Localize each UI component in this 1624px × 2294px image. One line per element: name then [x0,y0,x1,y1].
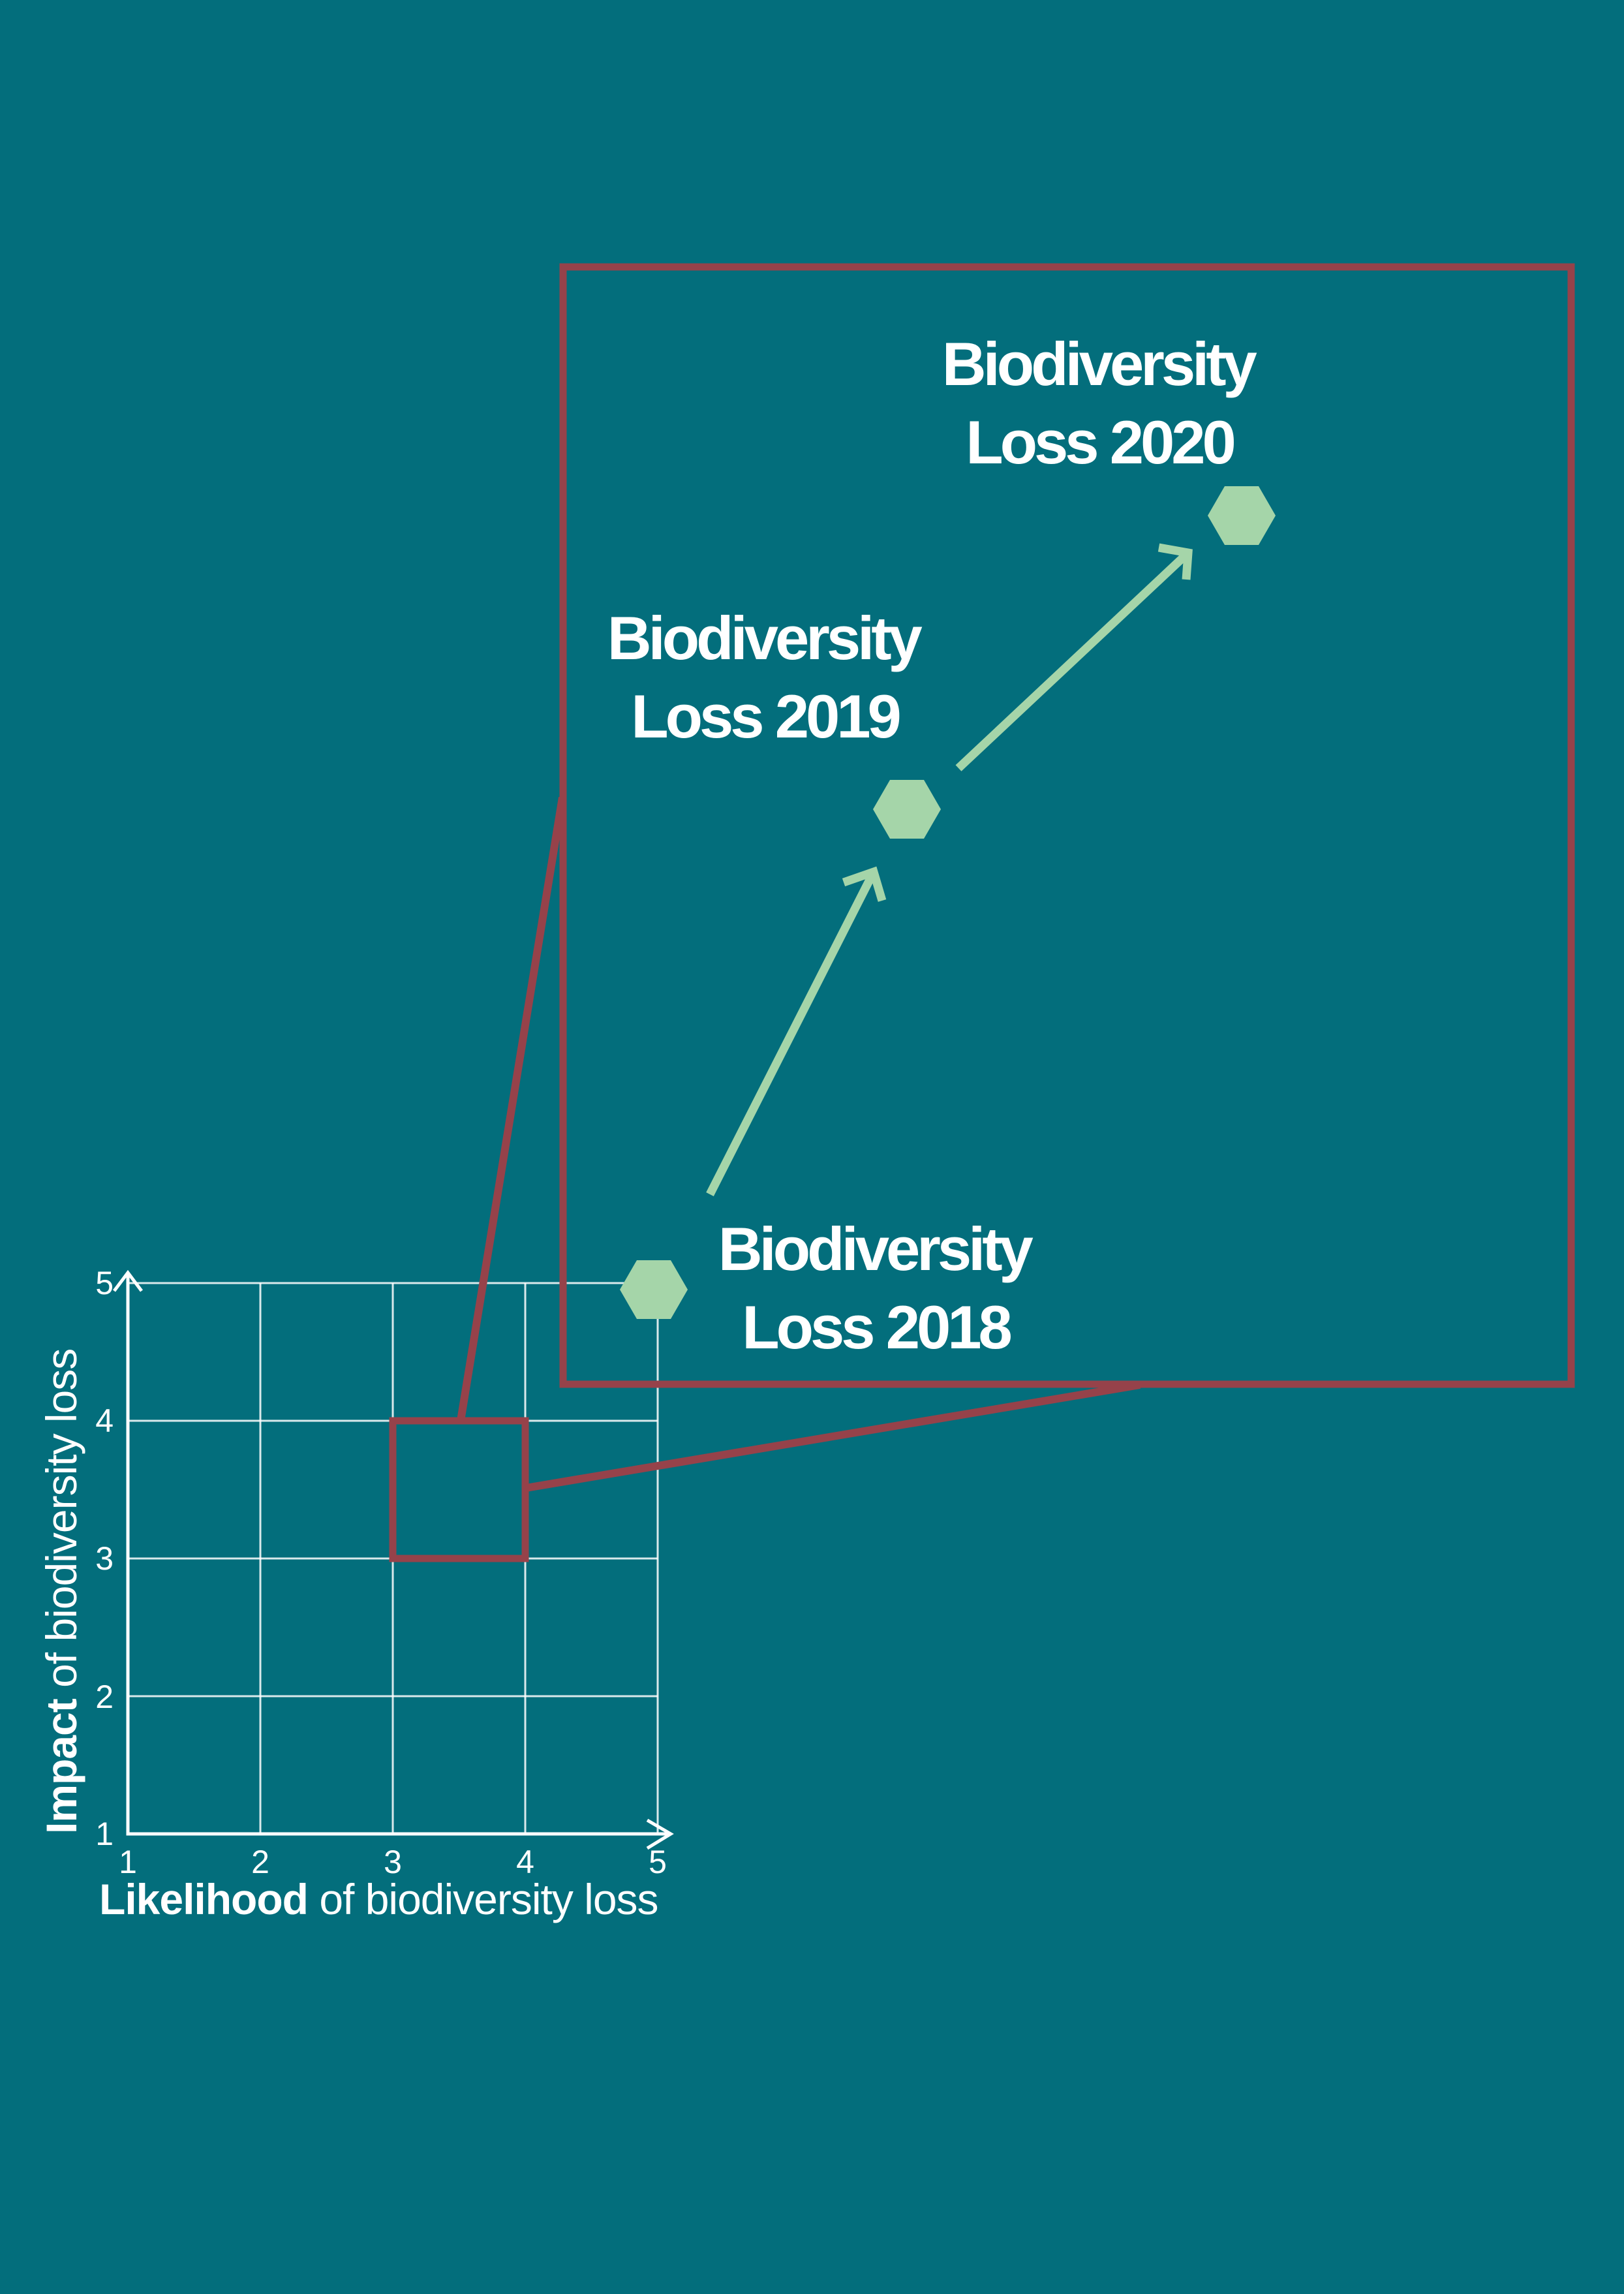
zoom-connector-line-lower [525,1381,1141,1492]
hexagon-marker-2020 [1208,486,1276,545]
hexagon-marker-2018 [620,1260,688,1319]
x-tick-3: 3 [384,1844,402,1880]
hexagon-marker-2019 [873,780,941,839]
y-tick-1: 1 [95,1816,114,1852]
point-label-2020-line2: Loss 2020 [966,408,1234,476]
point-label-2018-line1: Biodiversity [718,1215,1034,1283]
risk-matrix-chart: 1 2 3 4 5 5 4 3 2 1 Likelihood of biodiv… [37,1265,674,1923]
point-label-2018-line2: Loss 2018 [742,1293,1011,1361]
point-label-2018: Biodiversity Loss 2018 [718,1215,1034,1361]
y-axis-arrow-icon [113,1269,143,1292]
x-axis-label-bold: Likelihood [99,1875,308,1923]
trend-arrow-2018-2019 [706,866,887,1196]
x-tick-1: 1 [119,1844,137,1880]
y-axis-label-rest: of biodiversity loss [37,1349,85,1699]
y-tick-3: 3 [95,1540,114,1577]
point-label-2019: Biodiversity Loss 2019 [607,604,923,751]
y-tick-5: 5 [95,1265,114,1301]
point-label-2020: Biodiversity Loss 2020 [942,330,1257,476]
point-label-2019-line2: Loss 2019 [631,682,899,751]
trend-arrow-2019-2020 [955,543,1193,771]
x-axis-arrow-icon [646,1818,674,1850]
trend-arrow-shaft [955,550,1191,771]
x-axis-label: Likelihood of biodiversity loss [99,1875,658,1923]
x-tick-2: 2 [251,1844,269,1880]
y-tick-2: 2 [95,1679,114,1715]
point-label-2019-line1: Biodiversity [607,604,923,672]
trend-arrowhead-icon [842,866,887,902]
x-tick-4: 4 [516,1844,534,1880]
y-axis-label: Impact of biodiversity loss [37,1349,85,1834]
zoom-connector-line-upper [457,797,566,1421]
y-tick-4: 4 [95,1403,114,1439]
trend-arrow-shaft [706,870,878,1196]
x-axis-label-rest: of biodiversity loss [308,1875,658,1923]
trend-arrowhead-icon [1157,543,1193,580]
y-axis-label-bold: Impact [37,1698,85,1834]
zoom-panel-border [559,263,1575,1388]
x-tick-5: 5 [649,1844,667,1880]
point-label-2020-line1: Biodiversity [942,330,1257,398]
zoom-region-outline [389,1417,529,1562]
